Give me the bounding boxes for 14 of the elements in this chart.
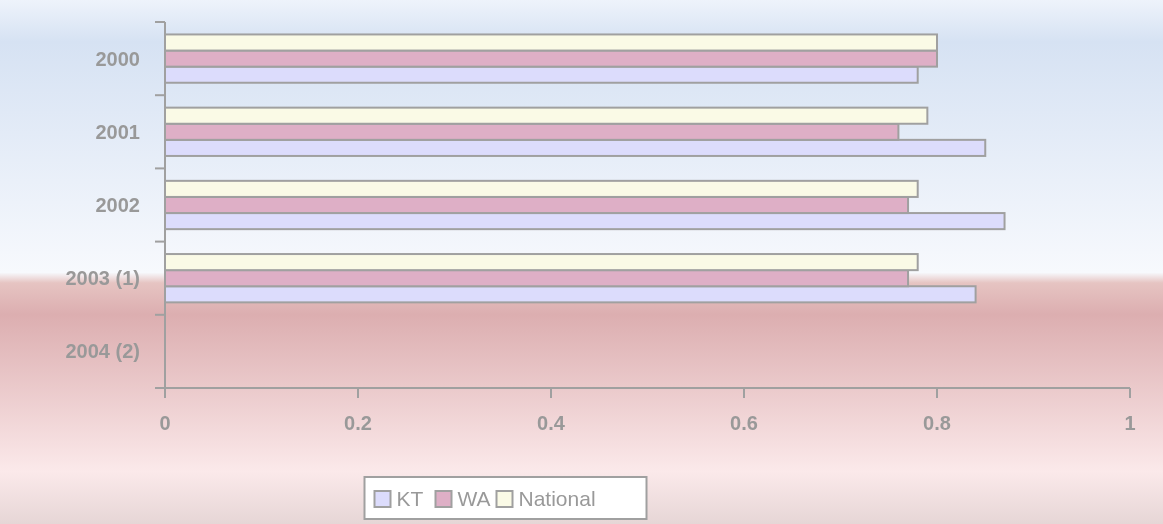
x-tick-label: 0.6 bbox=[730, 412, 758, 434]
x-tick-label: 0.2 bbox=[344, 412, 372, 434]
y-tick-label: 2004 (2) bbox=[65, 340, 140, 363]
y-tick-label: 2002 bbox=[95, 194, 140, 216]
legend-label: National bbox=[518, 487, 596, 510]
legend-label: WA bbox=[457, 487, 491, 510]
y-tick-label: 2000 bbox=[95, 47, 140, 70]
x-tick-label: 1 bbox=[1124, 412, 1136, 434]
x-tick-label: 0.8 bbox=[923, 412, 951, 434]
y-tick-label: 2001 bbox=[95, 120, 140, 143]
x-tick-label: 0 bbox=[159, 412, 171, 434]
legend-label: KT bbox=[396, 487, 424, 510]
x-tick-label: 0.4 bbox=[537, 412, 566, 434]
y-tick-label: 2003 (1) bbox=[65, 267, 140, 290]
